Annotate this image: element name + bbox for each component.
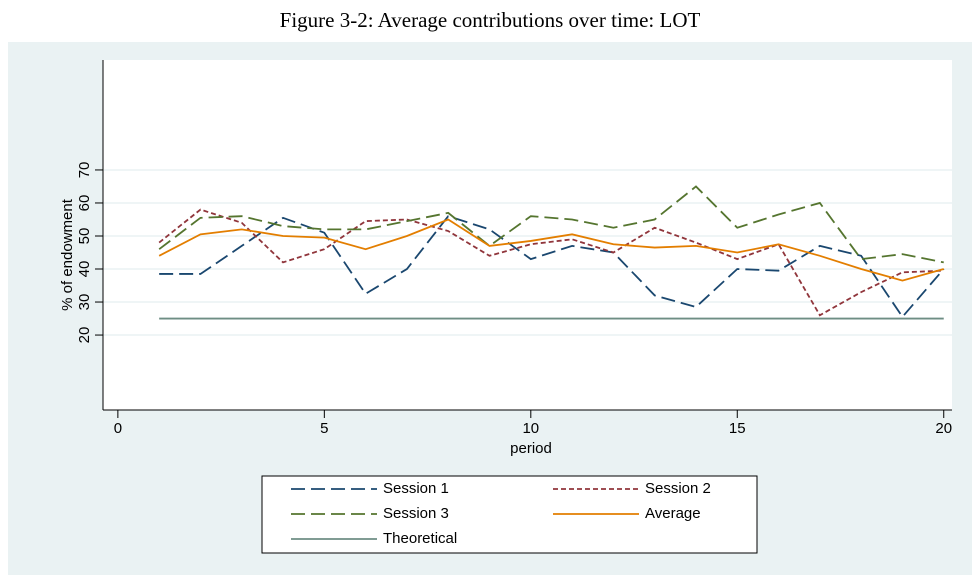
legend-label: Session 3 bbox=[383, 505, 449, 522]
chart-title: Figure 3-2: Average contributions over t… bbox=[280, 8, 701, 32]
y-tick-label: 50 bbox=[76, 228, 93, 245]
x-tick-label: 20 bbox=[935, 420, 952, 437]
x-tick-label: 10 bbox=[522, 420, 539, 437]
series-line bbox=[158, 218, 944, 282]
series-line bbox=[158, 185, 944, 264]
y-tick-label: 30 bbox=[76, 294, 93, 311]
y-tick-label: 40 bbox=[76, 261, 93, 278]
legend-label: Session 1 bbox=[383, 480, 449, 497]
legend-label: Average bbox=[645, 505, 701, 522]
legend-label: Theoretical bbox=[383, 530, 457, 547]
x-tick-label: 0 bbox=[114, 420, 122, 437]
series-line bbox=[158, 208, 944, 317]
x-axis-label: period bbox=[510, 440, 552, 457]
x-tick-label: 15 bbox=[729, 420, 746, 437]
series-line bbox=[159, 215, 945, 319]
y-tick-label: 60 bbox=[76, 195, 93, 212]
y-tick-label: 20 bbox=[76, 327, 93, 344]
y-axis-label: % of endowment bbox=[59, 198, 76, 311]
x-tick-label: 5 bbox=[320, 420, 328, 437]
legend-label: Session 2 bbox=[645, 480, 711, 497]
y-tick-label: 70 bbox=[76, 162, 93, 179]
plot-area bbox=[103, 60, 952, 410]
